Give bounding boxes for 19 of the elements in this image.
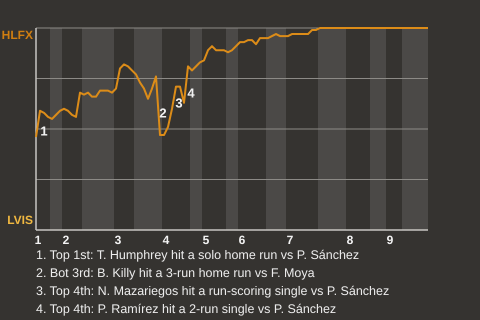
x-tick-label: 1 xyxy=(34,233,42,247)
text: 3. Top 4th: N. Mazariegos hit a run-scoring single vs P. Sánchez xyxy=(36,284,390,298)
text: 2. Bot 3rd: B. Killy hit a 3-run home run vs F. Moya xyxy=(36,266,315,280)
annotation: 1 xyxy=(40,124,48,138)
x-tick-label: 5 xyxy=(202,233,210,247)
text: 4. Top 4th: P. Ramírez hit a 2-run single vs P. Sánchez xyxy=(36,302,336,316)
x-tick-label: 4 xyxy=(162,233,170,247)
x-tick-label: 8 xyxy=(346,233,354,247)
x-tick-label: 6 xyxy=(238,233,246,247)
x-tick-label: 3 xyxy=(114,233,122,247)
text: 1. Top 1st: T. Humphrey hit a solo home run vs P. Sánchez xyxy=(36,248,360,262)
annotation: 4 xyxy=(187,86,196,100)
x-tick-label: 9 xyxy=(386,233,394,247)
x-tick-label: 2 xyxy=(62,233,70,247)
annotation: 3 xyxy=(175,96,183,110)
annotation: 2 xyxy=(159,106,167,120)
x-tick-label: 7 xyxy=(286,233,294,247)
text: LVIS xyxy=(7,213,33,227)
text: HLFX xyxy=(2,28,33,42)
